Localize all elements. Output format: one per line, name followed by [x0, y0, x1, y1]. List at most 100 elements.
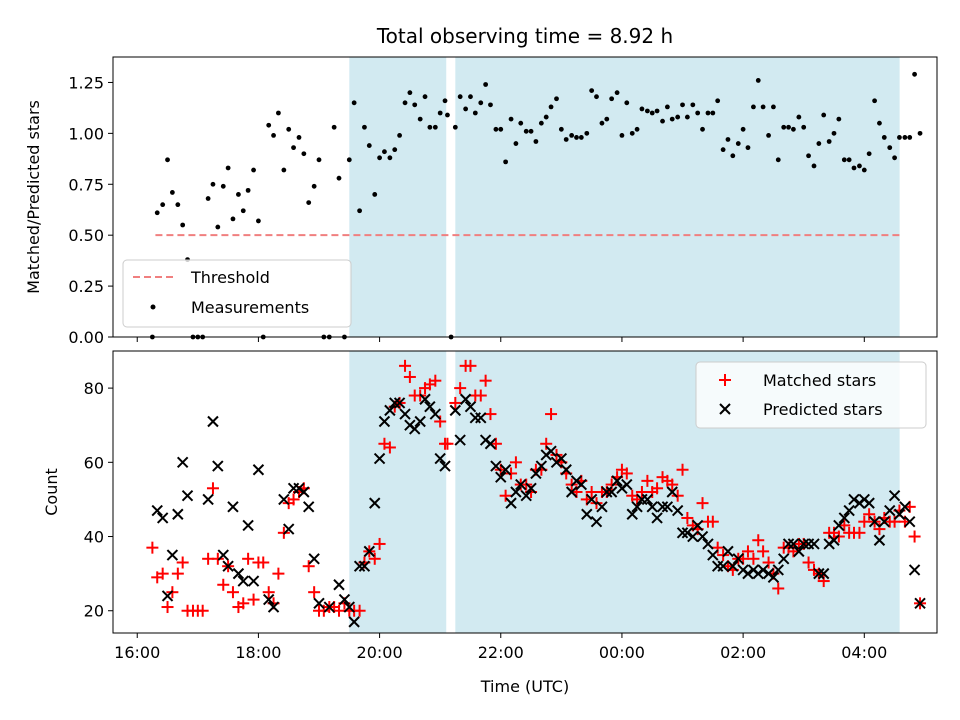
predicted-star-point-33: [353, 560, 366, 572]
predicted-star-point-62: [505, 497, 517, 509]
matched-star-point-67: [484, 408, 497, 421]
predicted-star-point-26: [308, 553, 320, 565]
measurement-point-62: [457, 94, 463, 100]
predicted-star-point-7: [202, 493, 214, 506]
bottom-axes-frame: [112, 350, 938, 634]
measurement-point-36: [331, 124, 337, 130]
measurement-point-153: [917, 130, 923, 136]
predicted-star-point-118: [787, 538, 800, 550]
matched-star-point-78: [540, 437, 553, 450]
bottom-x-tick-label-4: 00:00: [599, 643, 645, 662]
predicted-star-point-27: [313, 597, 325, 610]
measurement-point-115: [725, 137, 731, 142]
measurement-point-73: [513, 141, 519, 146]
bottom-x-tick-label-2: 20:00: [357, 643, 403, 662]
measurement-point-124: [771, 104, 776, 110]
predicted-star-point-13: [232, 567, 245, 580]
measurement-point-137: [836, 116, 842, 122]
top-y-tick-label-1: 0.25: [68, 277, 104, 296]
measurement-point-100: [649, 110, 655, 116]
predicted-star-point-83: [611, 475, 623, 487]
measurement-point-40: [351, 100, 357, 106]
matched-star-point-127: [787, 545, 800, 558]
measurement-point-93: [614, 90, 620, 96]
legend-predicted-label: Predicted stars: [763, 400, 883, 419]
predicted-star-point-115: [772, 564, 784, 576]
measurement-point-98: [639, 106, 645, 112]
measurement-point-63: [463, 106, 469, 112]
measurement-point-106: [680, 102, 685, 108]
matched-star-point-141: [858, 515, 871, 528]
measurement-point-88: [589, 88, 595, 93]
predicted-star-point-19: [267, 601, 280, 613]
matched-star-point-32: [308, 586, 321, 599]
predicted-star-point-105: [722, 545, 734, 558]
predicted-star-point-61: [499, 464, 512, 476]
top-y-tick-label-5: 1.25: [68, 73, 104, 92]
matched-star-point-98: [641, 474, 654, 487]
predicted-star-point-68: [535, 460, 548, 472]
matched-star-point-109: [696, 497, 709, 510]
measurement-point-119: [745, 145, 751, 151]
predicted-star-point-9: [212, 460, 224, 472]
predicted-star-point-63: [510, 486, 522, 498]
measurement-point-99: [644, 108, 650, 114]
measurement-point-51: [407, 90, 413, 96]
measurement-point-65: [472, 110, 478, 116]
predicted-star-point-90: [646, 501, 658, 513]
measurement-point-64: [468, 94, 473, 100]
matched-star-point-13: [211, 552, 224, 565]
predicted-star-point-133: [863, 497, 875, 509]
observing-window-band-top-0: [349, 57, 447, 337]
measurement-point-83: [563, 137, 569, 142]
predicted-star-point-30: [338, 593, 351, 606]
predicted-star-point-95: [671, 504, 684, 517]
observing-window-band-top-1: [455, 57, 900, 337]
measurement-point-39: [346, 157, 352, 163]
measurement-point-129: [796, 114, 802, 120]
predicted-star-point-80: [596, 501, 608, 513]
predicted-star-point-36: [369, 497, 381, 509]
measurement-point-54: [422, 94, 428, 100]
measurement-point-101: [654, 108, 660, 114]
predicted-star-point-50: [439, 460, 451, 472]
predicted-star-point-32: [348, 616, 360, 628]
bottom-x-ticks: 16:00 18:00 20:00 22:00 00:00 02:00 04:00: [114, 633, 887, 662]
predicted-star-point-72: [555, 452, 568, 465]
predicted-star-point-76: [575, 478, 588, 491]
matched-star-point-103: [666, 478, 679, 491]
matched-star-point-104: [671, 489, 684, 502]
measurement-point-95: [624, 100, 630, 106]
legend-matched-label: Matched stars: [763, 371, 876, 390]
predicted-star-point-12: [227, 501, 239, 513]
measurement-point-125: [775, 157, 781, 163]
measurement-point-44: [372, 192, 378, 197]
measurement-point-49: [397, 133, 402, 138]
matched-star-point-66: [479, 374, 492, 387]
measurement-point-114: [720, 147, 726, 153]
measurement-point-127: [786, 124, 791, 130]
top-y-tick-label-3: 0.75: [68, 175, 104, 194]
top-y-tick-label-0: 0.00: [68, 328, 104, 347]
matched-star-point-22: [257, 556, 270, 569]
predicted-star-point-1: [156, 512, 169, 524]
measurement-point-16: [230, 216, 236, 222]
matched-star-point-3: [161, 601, 174, 614]
predicted-star-point-38: [378, 415, 391, 428]
measurement-point-144: [872, 98, 877, 104]
measurement-point-1: [154, 210, 160, 216]
measurement-point-90: [599, 120, 605, 126]
predicted-star-point-78: [585, 493, 598, 506]
measurement-point-123: [766, 133, 771, 138]
predicted-star-point-116: [778, 553, 790, 565]
measurement-point-61: [452, 124, 458, 130]
matched-star-point-97: [635, 486, 648, 498]
matched-star-point-105: [676, 463, 689, 476]
predicted-star-point-17: [252, 464, 265, 476]
predicted-star-point-65: [520, 490, 532, 502]
measurement-point-48: [392, 147, 398, 153]
predicted-star-point-28: [323, 601, 336, 613]
measurement-point-103: [664, 104, 670, 110]
legend-predicted-swatch: [719, 403, 731, 415]
